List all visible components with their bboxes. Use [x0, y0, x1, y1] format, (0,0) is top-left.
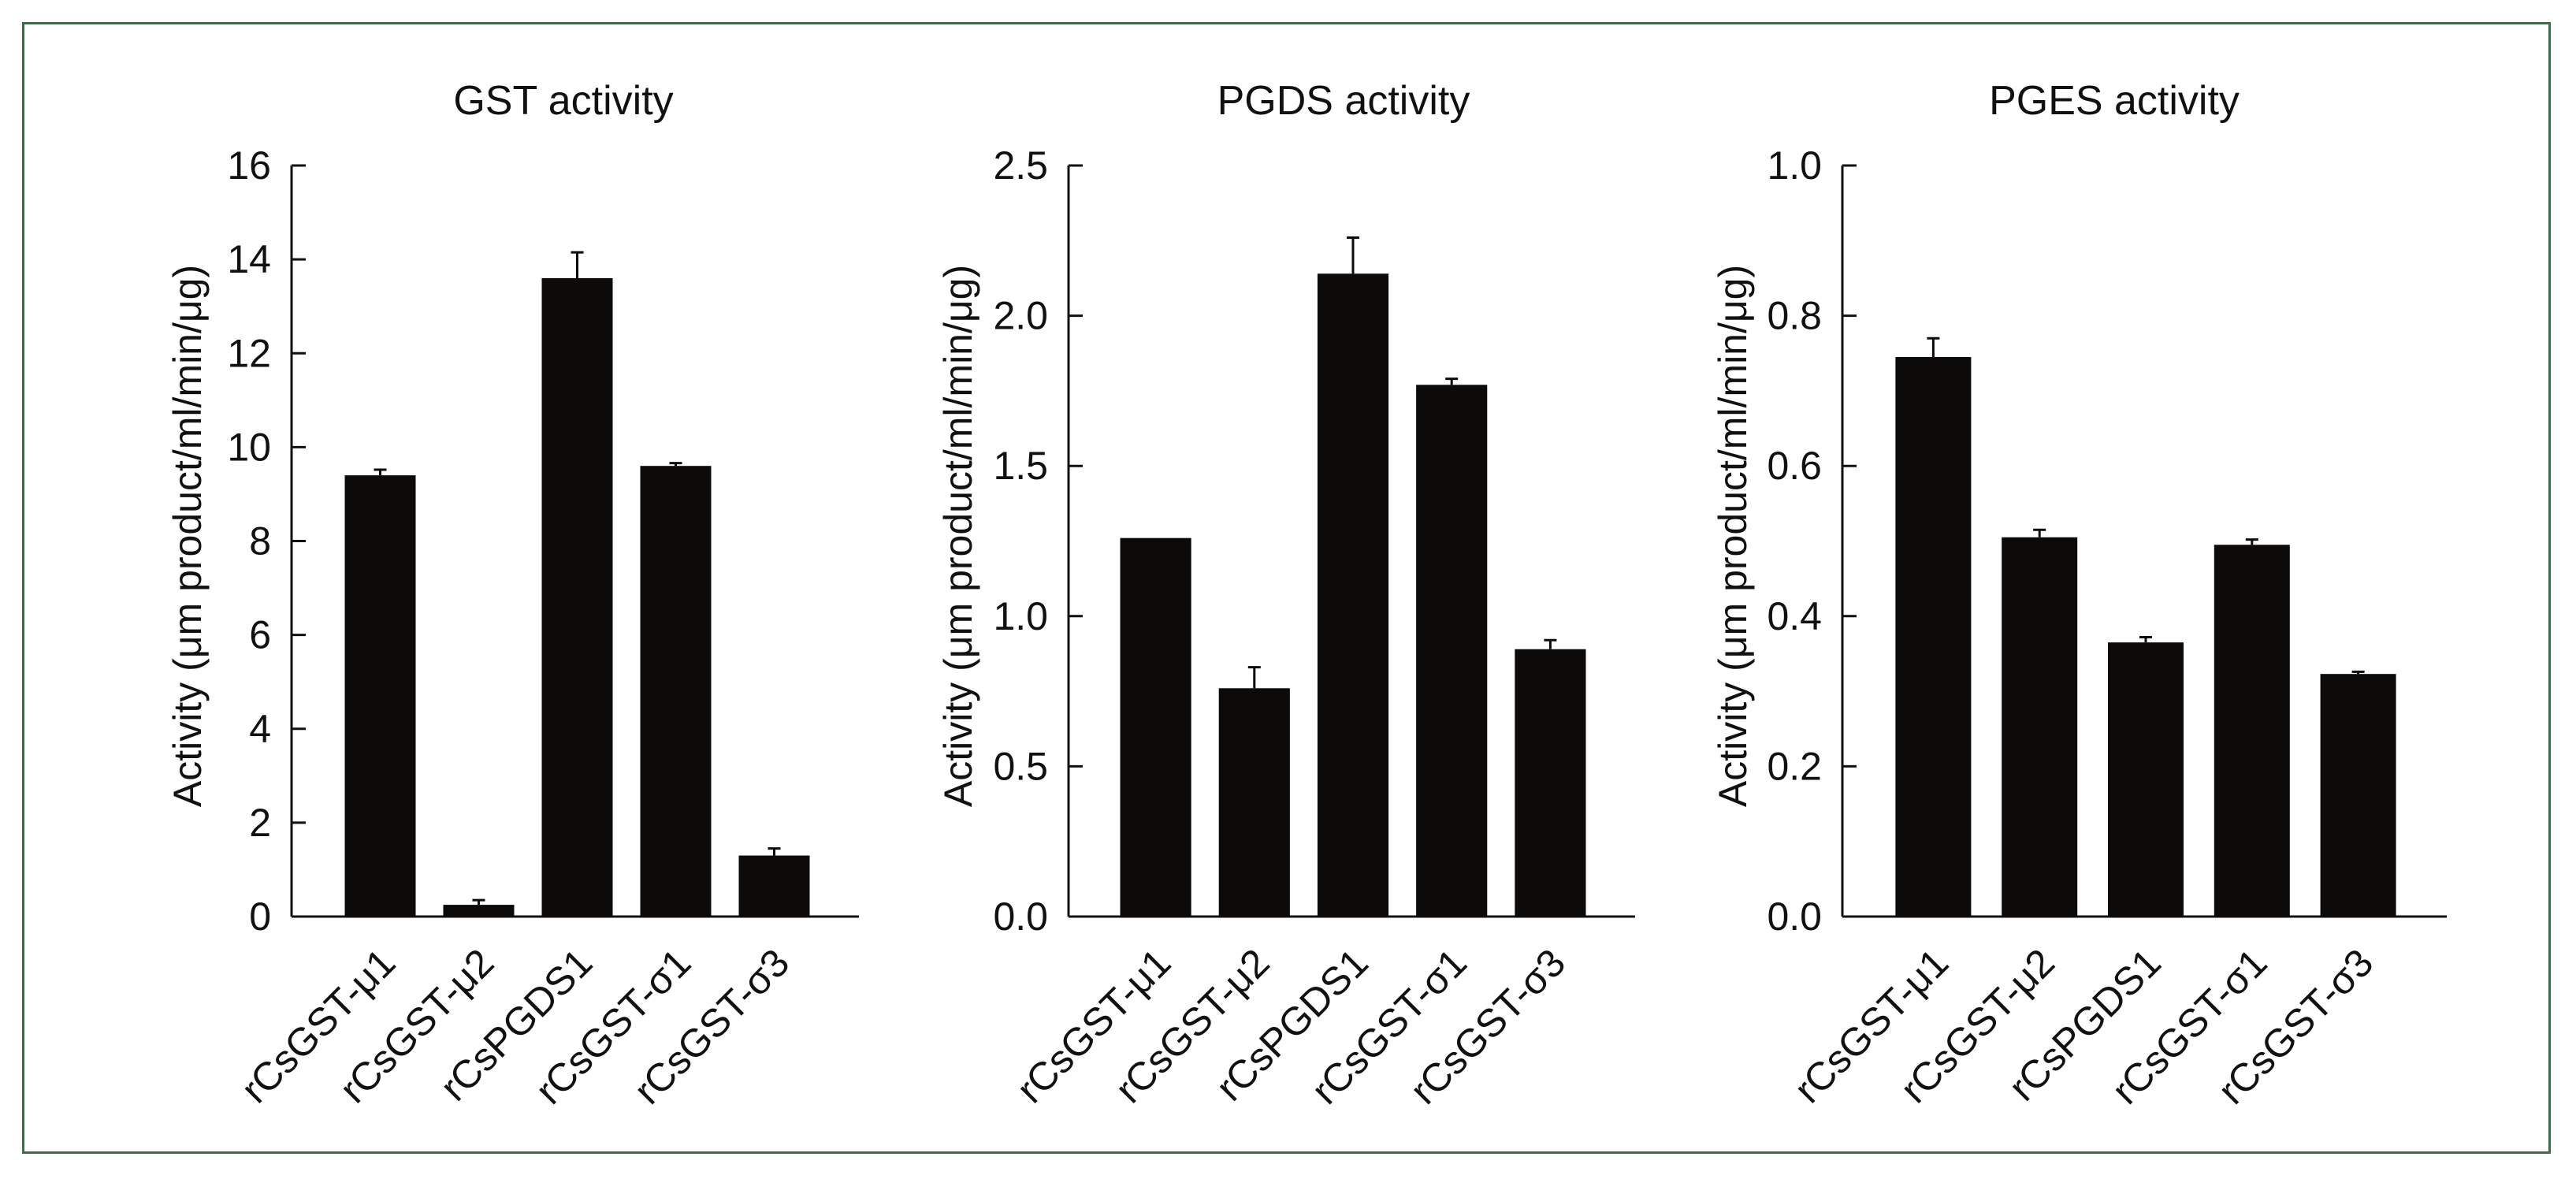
bar	[1218, 688, 1290, 917]
bar	[1515, 649, 1586, 917]
bar	[2002, 537, 2078, 917]
y-tick-label: 1.0	[993, 594, 1048, 638]
y-tick-label: 8	[249, 519, 271, 563]
bar	[344, 475, 416, 917]
bar	[443, 905, 515, 917]
chart-panel-gst: GST activity Activity (μm product/ml/min…	[165, 78, 859, 1113]
y-tick-label: 10	[227, 425, 271, 469]
y-axis-label: Activity (μm product/ml/min/μg)	[165, 265, 210, 807]
y-tick-label: 2.5	[993, 143, 1048, 188]
figure-frame	[22, 22, 2551, 1154]
y-tick-label: 0	[249, 894, 271, 939]
y-tick-label: 4	[249, 707, 271, 751]
y-tick-label: 12	[227, 331, 271, 375]
y-axis-label: Activity (μm product/ml/min/μg)	[936, 265, 980, 807]
y-tick-label: 0.6	[1767, 444, 1822, 488]
bar	[541, 277, 613, 917]
chart-panel-pges: PGES activity Activity (μm product/ml/mi…	[1711, 78, 2447, 1113]
y-axis-label: Activity (μm product/ml/min/μg)	[1711, 265, 1755, 807]
y-tick-label: 2.0	[993, 294, 1048, 338]
y-tick-label: 16	[227, 143, 271, 188]
bar	[2108, 642, 2184, 917]
y-tick-label: 0.4	[1767, 594, 1822, 638]
bar	[738, 855, 810, 917]
bar	[1317, 273, 1389, 917]
chart-title: PGES activity	[1989, 78, 2240, 124]
bar	[1895, 357, 1972, 917]
y-tick-label: 0.5	[993, 744, 1048, 788]
bar	[640, 466, 712, 917]
y-tick-label: 0.0	[1767, 894, 1822, 939]
chart-panel-pgds: PGDS activity Activity (μm product/ml/mi…	[936, 78, 1635, 1113]
y-tick-label: 1.5	[993, 444, 1048, 488]
bar	[1416, 385, 1488, 917]
y-tick-label: 2	[249, 801, 271, 845]
chart-title: PGDS activity	[1217, 78, 1470, 124]
y-tick-label: 1.0	[1767, 143, 1822, 188]
y-tick-label: 0.2	[1767, 744, 1822, 788]
y-tick-label: 0.8	[1767, 294, 1822, 338]
bar	[1120, 537, 1191, 917]
y-tick-label: 14	[227, 237, 271, 281]
y-tick-label: 6	[249, 613, 271, 657]
chart-title: GST activity	[453, 78, 673, 124]
y-tick-label: 0.0	[993, 894, 1048, 939]
bar	[2320, 674, 2396, 917]
bar	[2214, 545, 2290, 917]
